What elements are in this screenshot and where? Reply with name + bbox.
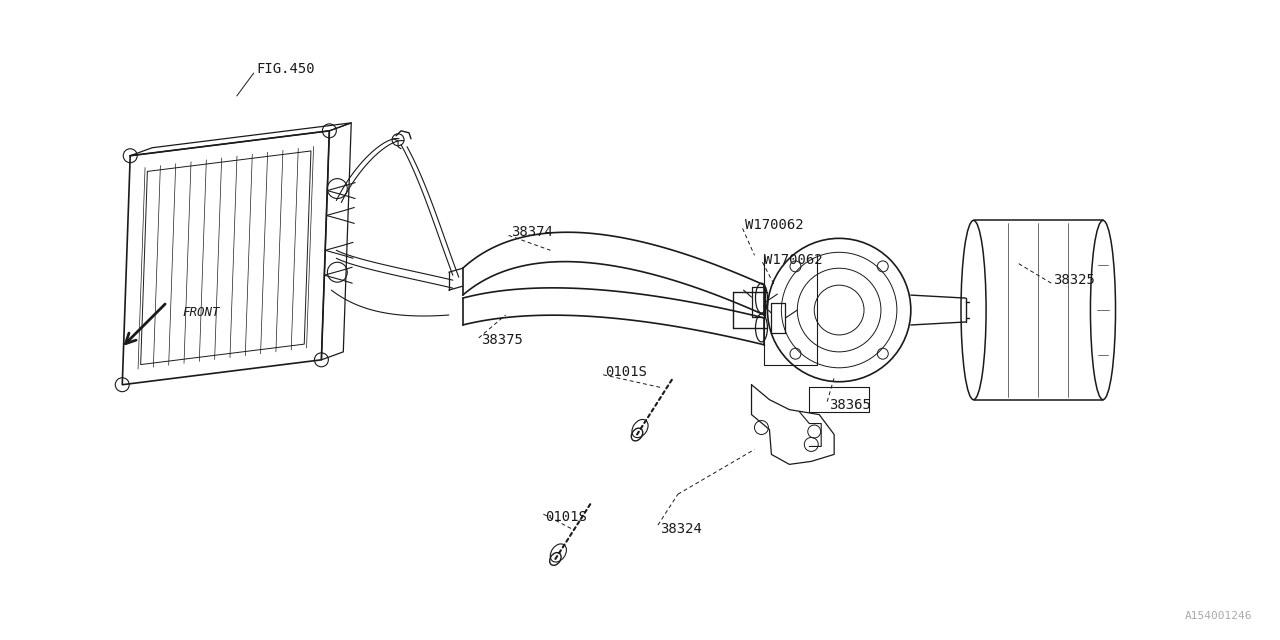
Text: 0101S: 0101S [605, 365, 646, 379]
Text: 38325: 38325 [1053, 273, 1096, 287]
Text: 38375: 38375 [481, 333, 522, 347]
Text: A154001246: A154001246 [1185, 611, 1252, 621]
Text: 38365: 38365 [829, 397, 872, 412]
Text: FRONT: FRONT [182, 305, 219, 319]
Text: W170062: W170062 [764, 253, 823, 268]
Text: 38324: 38324 [660, 522, 701, 536]
Text: 38374: 38374 [511, 225, 553, 239]
Text: W170062: W170062 [745, 218, 803, 232]
Text: 0101S: 0101S [545, 510, 588, 524]
Text: FIG.450: FIG.450 [257, 62, 315, 76]
